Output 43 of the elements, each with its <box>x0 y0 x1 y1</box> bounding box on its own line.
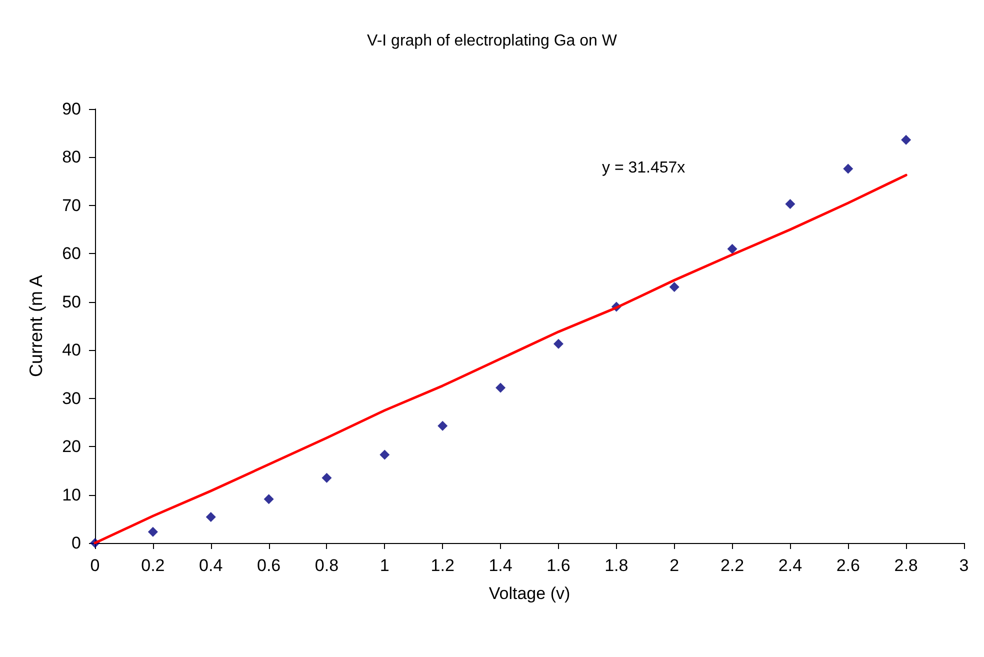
x-tick-label: 0.6 <box>256 556 281 575</box>
y-tick-label: 70 <box>62 196 81 215</box>
y-tick-label: 30 <box>62 388 81 408</box>
x-axis-title: Voltage (v) <box>488 584 570 603</box>
point <box>264 494 274 504</box>
point <box>206 512 216 522</box>
point <box>727 244 738 254</box>
point <box>553 338 564 349</box>
x-tick-label: 2 <box>670 556 680 575</box>
y-tick-label: 80 <box>62 148 81 167</box>
chart-title: V-I graph of electroplating Ga on W <box>367 32 618 50</box>
x-tick-label: 2.8 <box>894 556 918 575</box>
point <box>148 526 158 537</box>
x-tick-label: 0.8 <box>314 556 339 575</box>
x-tick-label: 3 <box>959 556 969 575</box>
point <box>438 420 448 431</box>
y-tick-label: 10 <box>62 485 81 504</box>
x-tick-label: 1.2 <box>430 556 454 575</box>
y-tick-label: 40 <box>62 340 81 360</box>
y-tick-label: 90 <box>62 100 81 118</box>
y-tick-label: 50 <box>62 292 81 312</box>
point <box>901 134 912 145</box>
x-tick-label: 0 <box>90 556 100 575</box>
x-tick-label: 1.8 <box>604 556 628 575</box>
x-tick-label: 1.4 <box>488 556 512 575</box>
x-tick-label: 0.4 <box>199 556 223 575</box>
point <box>380 450 390 460</box>
x-tick-label: 1.6 <box>546 556 570 575</box>
y-tick-label: 0 <box>72 534 81 552</box>
point <box>496 382 506 393</box>
point <box>785 199 796 209</box>
x-tick-label: 2.6 <box>836 556 860 575</box>
point <box>843 164 854 174</box>
point <box>669 282 680 292</box>
y-tick-label: 60 <box>62 244 81 264</box>
x-tick-label: 2.4 <box>778 556 802 575</box>
point <box>322 472 332 483</box>
annotation: y = 31.457x <box>602 160 686 176</box>
x-tick-label: 0.2 <box>141 556 165 575</box>
y-axis-title: Current (m A <box>26 274 46 378</box>
x-tick-label: 1 <box>380 556 390 575</box>
y-tick-label: 20 <box>62 437 81 456</box>
x-tick-label: 2.2 <box>720 556 744 575</box>
